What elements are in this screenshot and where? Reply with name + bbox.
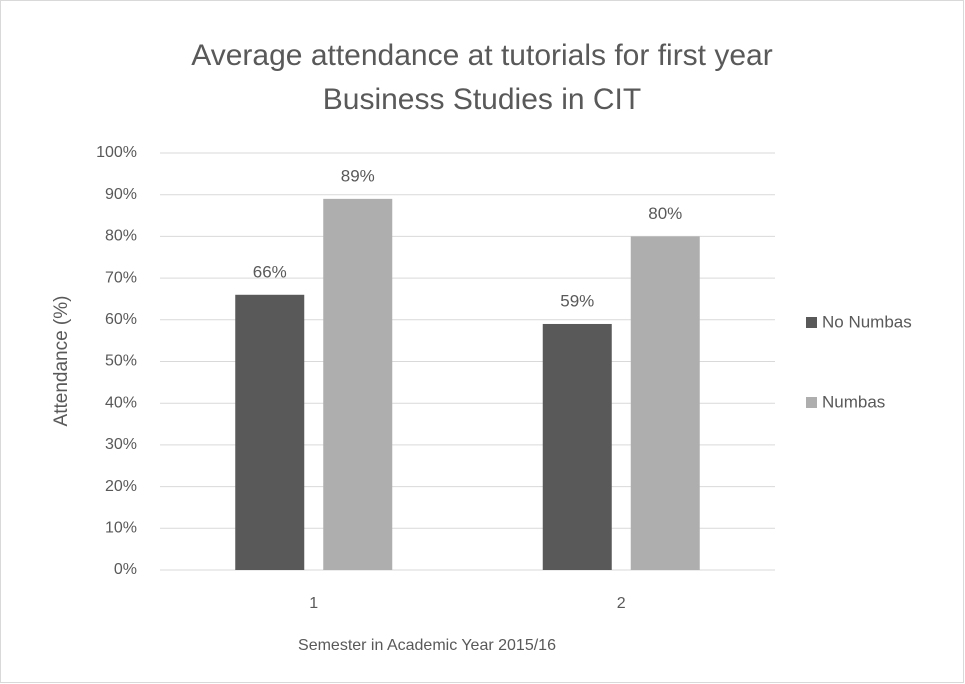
- data-label: 80%: [648, 204, 682, 223]
- x-tick-label: 2: [617, 595, 626, 612]
- legend-label: Numbas: [822, 392, 885, 411]
- y-axis-label: Attendance (%): [51, 296, 72, 427]
- y-tick-label: 70%: [105, 269, 137, 286]
- y-tick-label: 100%: [96, 144, 137, 161]
- legend-swatch: [806, 317, 817, 328]
- legend-label: No Numbas: [822, 312, 912, 331]
- y-tick-label: 40%: [105, 394, 137, 411]
- y-tick-label: 60%: [105, 311, 137, 328]
- data-label: 66%: [253, 262, 287, 281]
- bar: [235, 294, 305, 570]
- data-label: 59%: [560, 291, 594, 310]
- x-tick-label: 1: [309, 595, 318, 612]
- legend-swatch: [806, 397, 817, 408]
- data-label: 89%: [341, 166, 375, 185]
- y-tick-label: 10%: [105, 520, 137, 537]
- y-tick-label: 20%: [105, 478, 137, 495]
- y-tick-label: 30%: [105, 436, 137, 453]
- y-tick-label: 80%: [105, 228, 137, 245]
- y-tick-label: 90%: [105, 186, 137, 203]
- bar: [323, 198, 393, 570]
- bar: [630, 236, 700, 570]
- chart-title: Average attendance at tutorials for firs…: [191, 39, 773, 116]
- y-tick-label: 0%: [114, 561, 137, 578]
- bar: [542, 323, 612, 570]
- y-tick-label: 50%: [105, 353, 137, 370]
- x-axis-label: Semester in Academic Year 2015/16: [298, 637, 556, 654]
